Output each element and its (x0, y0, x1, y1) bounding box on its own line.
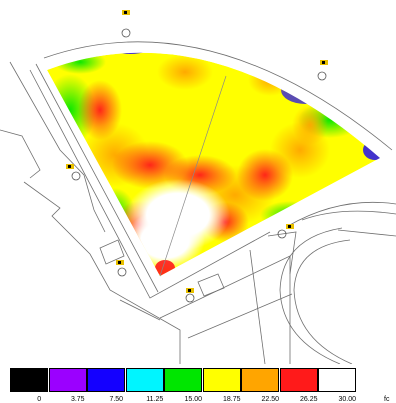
light-pole (116, 260, 127, 277)
legend-swatch (164, 368, 202, 392)
legend-swatch (318, 368, 356, 392)
legend-tick-label: 15.00 (184, 396, 203, 403)
legend-tick-label: 18.75 (222, 396, 241, 403)
legend-tick-label: 11.25 (146, 396, 164, 403)
legend-tick-label: 3.75 (70, 396, 85, 403)
site-outlines (0, 41, 396, 364)
legend-tick-label: 0 (37, 396, 42, 403)
light-pole (66, 164, 81, 181)
legend-swatch (279, 368, 318, 392)
legend-swatch (87, 368, 125, 392)
light-poles (66, 10, 328, 303)
illuminance-legend: 0 3.75 7.50 11.25 15.00 18.75 22.50 26.25 30.00 … (0, 364, 396, 403)
legend-tick-label: 7.50 (109, 396, 124, 403)
legend-swatch (125, 368, 164, 392)
light-pole (277, 224, 294, 239)
light-pole (121, 10, 131, 38)
legend-swatch (48, 368, 87, 392)
legend-tick-label: 30.00 (338, 396, 357, 403)
legend-tick-label: 22.50 (261, 396, 280, 403)
legend-swatch (202, 368, 241, 392)
illuminance-site-plan (0, 10, 396, 364)
legend-unit: fc (384, 396, 390, 403)
center-field-line (159, 75, 227, 277)
light-pole (185, 288, 195, 303)
illuminance-heatmap (47, 52, 380, 276)
legend-swatch (241, 368, 279, 392)
legend-swatch (10, 368, 48, 392)
light-pole (317, 60, 328, 81)
legend-tick-label: 26.25 (299, 396, 318, 403)
